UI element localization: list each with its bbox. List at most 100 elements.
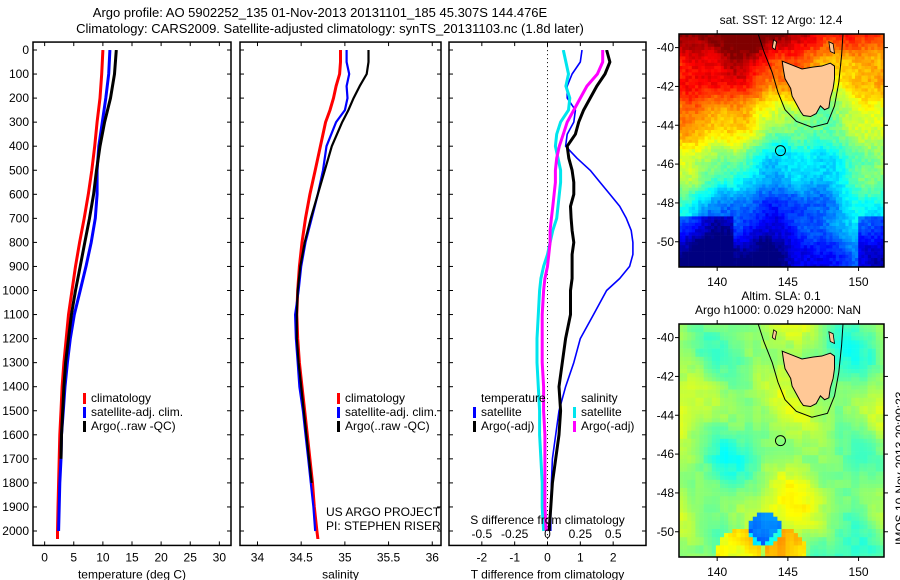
heatmap-cell xyxy=(682,261,686,265)
heatmap-cell xyxy=(807,216,811,220)
heatmap-cell xyxy=(880,232,884,236)
heatmap-cell xyxy=(845,203,849,208)
heatmap-cell xyxy=(794,219,798,224)
heatmap-cell xyxy=(864,53,869,57)
heatmap-cell xyxy=(755,123,760,128)
heatmap-cell xyxy=(794,50,798,54)
heatmap-cell xyxy=(874,264,878,267)
heatmap-cell xyxy=(723,149,728,153)
heatmap-cell xyxy=(775,197,779,201)
heatmap-cell xyxy=(771,146,776,150)
heatmap-cell xyxy=(845,194,849,198)
heatmap-cell xyxy=(848,245,853,249)
heatmap-cell xyxy=(851,229,856,233)
heatmap-cell xyxy=(848,72,853,76)
heatmap-cell xyxy=(787,219,792,224)
heatmap-cell xyxy=(704,181,709,185)
heatmap-cell xyxy=(746,142,750,147)
heatmap-cell xyxy=(695,136,699,140)
heatmap-cell xyxy=(835,114,840,118)
heatmap-cell xyxy=(855,142,859,147)
heatmap-cell xyxy=(727,53,731,57)
heatmap-cell xyxy=(855,213,859,217)
heatmap-cell xyxy=(711,133,715,137)
heatmap-cell xyxy=(717,168,721,172)
heatmap-cell xyxy=(826,229,830,233)
heatmap-cell xyxy=(813,50,817,54)
heatmap-cell xyxy=(864,110,869,115)
heatmap-cell xyxy=(736,149,741,153)
heatmap-cell xyxy=(794,114,798,118)
heatmap-cell xyxy=(765,238,769,243)
heatmap-cell xyxy=(727,181,731,185)
heatmap-cell xyxy=(746,88,750,92)
heatmap-cell xyxy=(707,261,712,265)
heatmap-cell xyxy=(826,226,830,230)
heatmap-cell xyxy=(787,238,792,243)
heatmap-cell xyxy=(858,62,862,67)
heatmap-cell xyxy=(717,248,721,252)
heatmap-cell xyxy=(733,162,737,166)
heatmap-cell xyxy=(775,216,779,220)
heatmap-cell xyxy=(682,251,686,256)
heatmap-cell xyxy=(826,203,830,208)
legend-label: Argo(-adj) xyxy=(481,419,534,433)
heatmap-cell xyxy=(759,264,763,267)
heatmap-cell xyxy=(803,242,808,246)
heatmap-cell xyxy=(711,142,715,147)
heatmap-cell xyxy=(784,123,789,128)
heatmap-cell xyxy=(730,69,734,73)
heatmap-cell xyxy=(835,219,840,224)
heatmap-cell xyxy=(867,78,872,83)
heatmap-cell xyxy=(781,142,785,147)
heatmap-cell xyxy=(691,82,696,86)
heatmap-cell xyxy=(855,232,859,236)
heatmap-cell xyxy=(880,139,884,144)
heatmap-cell xyxy=(784,222,789,227)
heatmap-cell xyxy=(765,123,769,128)
heatmap-cell xyxy=(874,146,878,150)
heatmap-cell xyxy=(723,171,728,176)
heatmap-cell xyxy=(778,194,782,198)
heatmap-cell xyxy=(711,78,715,83)
heatmap-cell xyxy=(755,158,760,163)
heatmap-cell xyxy=(746,174,750,179)
heatmap-cell xyxy=(778,136,782,140)
heatmap-cell xyxy=(752,37,757,41)
heatmap-cell xyxy=(874,171,878,176)
x-tick-label: 34 xyxy=(251,550,265,564)
heatmap-cell xyxy=(791,248,795,252)
heatmap-cell xyxy=(730,66,734,70)
heatmap-cell xyxy=(807,158,811,163)
heatmap-cell xyxy=(871,165,875,169)
heatmap-cell xyxy=(707,238,712,243)
heatmap-cell xyxy=(736,130,741,134)
heatmap-cell xyxy=(739,101,744,105)
heatmap-cell xyxy=(800,117,805,121)
heatmap-cell xyxy=(736,110,741,115)
heatmap-cell xyxy=(874,261,878,265)
heatmap-cell xyxy=(771,149,776,153)
heatmap-cell xyxy=(775,213,779,217)
heatmap-cell xyxy=(839,37,843,41)
heatmap-cell xyxy=(797,245,801,249)
heatmap-cell xyxy=(867,72,872,76)
heatmap-cell xyxy=(842,222,846,227)
heatmap-cell xyxy=(755,206,760,211)
heatmap-cell xyxy=(714,123,718,128)
heatmap-cell xyxy=(730,50,734,54)
heatmap-cell xyxy=(679,162,683,166)
heatmap-cell xyxy=(803,254,808,259)
heatmap-cell xyxy=(682,149,686,153)
heatmap-cell xyxy=(858,251,862,256)
heatmap-cell xyxy=(880,59,884,64)
heatmap-cell xyxy=(874,142,878,147)
heatmap-cell xyxy=(762,184,766,188)
heatmap-cell xyxy=(720,120,725,124)
heatmap-cell xyxy=(736,142,741,147)
heatmap-cell xyxy=(714,242,718,246)
heatmap-cell xyxy=(752,66,757,70)
heatmap-cell xyxy=(787,235,792,240)
heatmap-cell xyxy=(698,222,702,227)
heatmap-cell xyxy=(762,229,766,233)
